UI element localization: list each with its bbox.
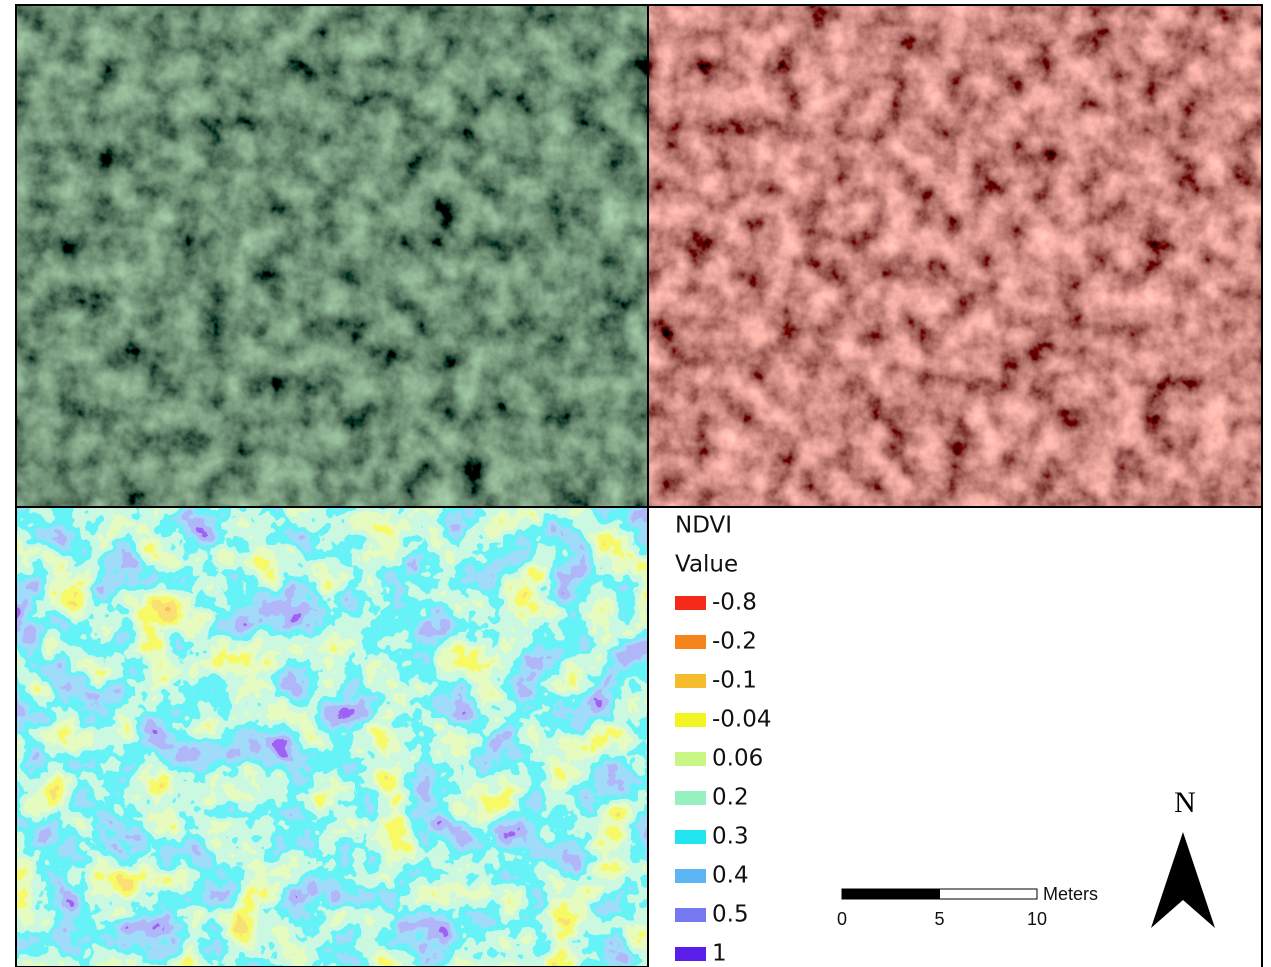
- legend-swatch: [675, 596, 706, 610]
- legend-label: -0.8: [712, 590, 757, 616]
- legend-swatch: [675, 947, 706, 961]
- scale-unit: Meters: [1043, 884, 1098, 904]
- legend-swatch: [675, 869, 706, 883]
- scale-tick-label: 10: [1027, 909, 1047, 929]
- scale-segment: [940, 889, 1038, 899]
- legend-title: NDVI: [675, 513, 732, 539]
- legend-label: 0.5: [712, 902, 749, 928]
- cir-image: [648, 5, 1262, 507]
- rgb-image: [16, 5, 648, 507]
- legend-label: 0.3: [712, 824, 749, 850]
- legend-swatch: [675, 635, 706, 649]
- legend-swatch: [675, 713, 706, 727]
- legend-swatch: [675, 791, 706, 805]
- legend-swatch: [675, 674, 706, 688]
- legend-label: 1: [712, 941, 727, 967]
- legend-swatch: [675, 752, 706, 766]
- legend-swatch: [675, 830, 706, 844]
- legend-label: -0.2: [712, 629, 757, 655]
- scale-segment: [842, 889, 940, 899]
- map-figure: NDVI Value -0.8 -0.2 -0.1 -0.04 0.06 0.2 0.3 0.…: [0, 0, 1271, 967]
- scale-tick-label: 0: [837, 909, 847, 929]
- scale-tick-label: 5: [934, 909, 944, 929]
- legend-label: 0.4: [712, 863, 749, 889]
- legend-swatch: [675, 908, 706, 922]
- ndvi-image: [16, 507, 648, 967]
- legend-subtitle: Value: [675, 552, 738, 578]
- legend-label: -0.1: [712, 668, 757, 694]
- north-label: N: [1174, 786, 1196, 819]
- legend-label: 0.2: [712, 785, 749, 811]
- legend-label: -0.04: [712, 707, 772, 733]
- legend-label: 0.06: [712, 746, 763, 772]
